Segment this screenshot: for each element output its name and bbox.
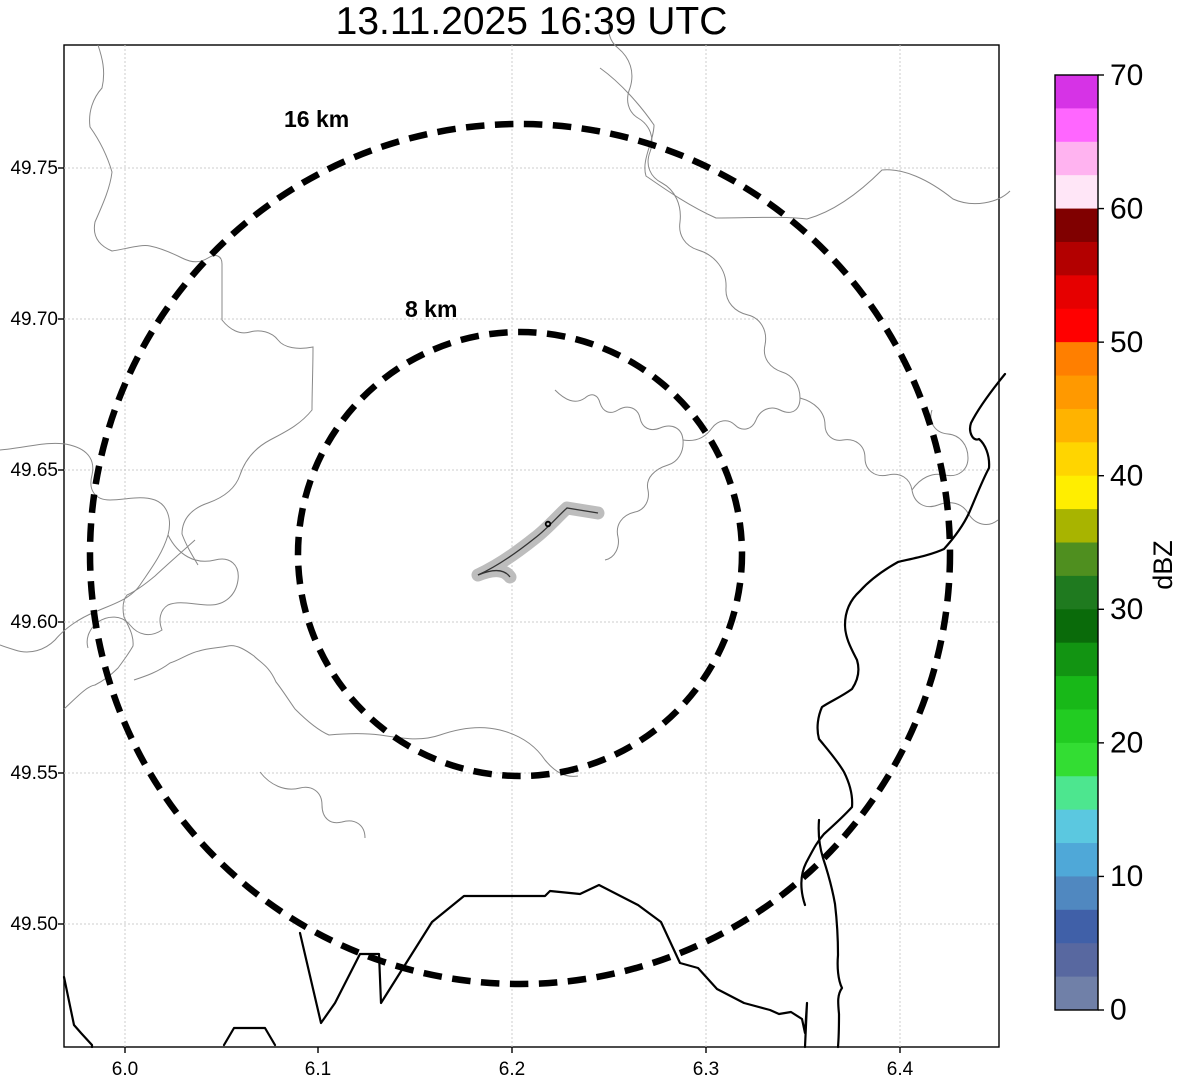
svg-text:6.0: 6.0 [112, 1059, 138, 1080]
svg-text:6.4: 6.4 [887, 1059, 914, 1080]
svg-text:16 km: 16 km [284, 106, 349, 132]
svg-text:49.60: 49.60 [10, 612, 58, 633]
svg-text:40: 40 [1110, 460, 1143, 493]
svg-text:6.2: 6.2 [499, 1059, 525, 1080]
svg-text:49.65: 49.65 [10, 460, 58, 481]
svg-text:dBZ: dBZ [1148, 540, 1178, 590]
svg-text:49.55: 49.55 [10, 763, 58, 784]
svg-text:50: 50 [1110, 326, 1143, 359]
svg-text:10: 10 [1110, 860, 1143, 893]
svg-text:70: 70 [1110, 59, 1143, 92]
svg-text:0: 0 [1110, 994, 1127, 1027]
svg-text:49.50: 49.50 [10, 914, 58, 935]
svg-text:49.70: 49.70 [10, 309, 58, 330]
svg-text:8 km: 8 km [405, 296, 457, 322]
svg-text:49.75: 49.75 [10, 158, 58, 179]
svg-text:20: 20 [1110, 727, 1143, 760]
svg-text:6.1: 6.1 [305, 1059, 331, 1080]
svg-text:60: 60 [1110, 193, 1143, 226]
svg-text:30: 30 [1110, 593, 1143, 626]
svg-text:6.3: 6.3 [693, 1059, 719, 1080]
